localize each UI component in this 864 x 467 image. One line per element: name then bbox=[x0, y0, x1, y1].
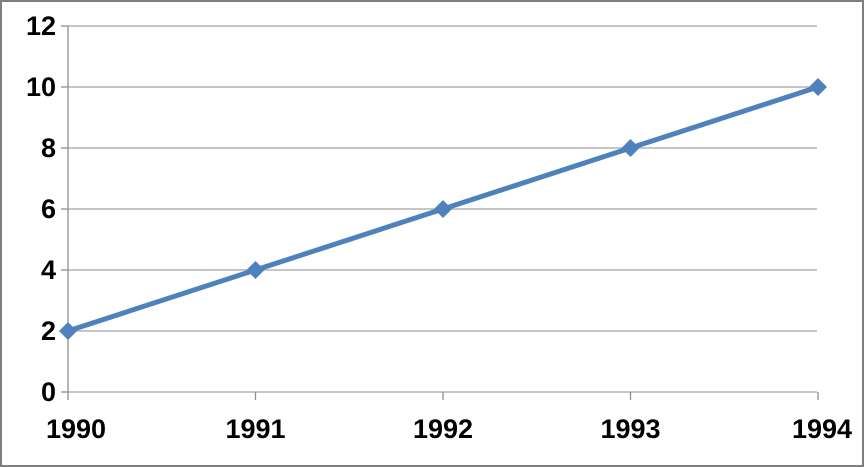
y-axis-tick-label: 10 bbox=[26, 72, 56, 102]
data-point-marker-1991 bbox=[246, 261, 265, 279]
x-axis-tick-label: 1994 bbox=[792, 414, 852, 444]
data-point-marker-1994 bbox=[809, 78, 827, 96]
data-point-marker-1992 bbox=[434, 200, 452, 218]
y-axis-tick-label: 8 bbox=[41, 133, 56, 163]
x-axis-tick-label: 1991 bbox=[225, 414, 285, 444]
y-axis-tick-label: 6 bbox=[41, 194, 56, 224]
y-axis-tick-label: 2 bbox=[41, 316, 56, 346]
y-axis-tick-label: 12 bbox=[26, 11, 56, 41]
y-axis-tick-label: 0 bbox=[41, 377, 56, 407]
x-axis-tick-label: 1990 bbox=[46, 414, 106, 444]
data-point-marker-1990 bbox=[59, 322, 77, 340]
x-axis-tick-label: 1992 bbox=[413, 414, 473, 444]
x-axis-tick-label: 1993 bbox=[600, 414, 660, 444]
data-point-marker-1993 bbox=[621, 139, 640, 157]
y-axis-tick-label: 4 bbox=[41, 255, 56, 285]
